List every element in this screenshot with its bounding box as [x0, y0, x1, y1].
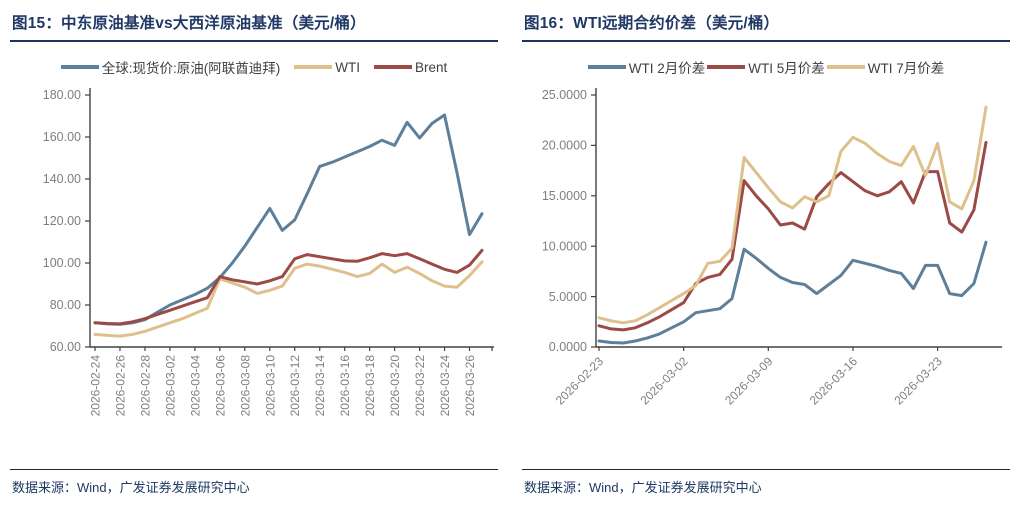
svg-text:2026-03-22: 2026-03-22	[413, 355, 427, 417]
svg-text:2026-03-04: 2026-03-04	[188, 355, 202, 417]
svg-text:2026-03-18: 2026-03-18	[363, 355, 377, 417]
legend-item-wti-7m: WTI 7月价差	[826, 57, 945, 77]
svg-text:160.00: 160.00	[43, 130, 81, 144]
legend-fig16: WTI 2月价差 WTI 5月价差 WTI 7月价差	[522, 57, 1010, 77]
legend-swatch-wti	[294, 65, 333, 69]
svg-text:2026-03-16: 2026-03-16	[338, 355, 352, 417]
legend-item-wti: WTI	[294, 60, 360, 75]
legend-label-brent: Brent	[414, 59, 448, 75]
source-note-fig16: 数据来源：Wind，广发证券发展研究中心	[522, 469, 1010, 498]
source-text: 数据来源：Wind，广发证券发展研究中心	[524, 480, 762, 495]
legend-label-wti: WTI	[335, 59, 360, 75]
svg-text:2026-03-20: 2026-03-20	[388, 355, 402, 417]
svg-text:2026-02-24: 2026-02-24	[89, 355, 103, 417]
legend-label-wti-2m: WTI 2月价差	[628, 61, 706, 76]
svg-text:100.00: 100.00	[43, 256, 81, 270]
svg-text:2026-03-10: 2026-03-10	[263, 355, 277, 417]
svg-text:80.00: 80.00	[50, 298, 81, 312]
legend-swatch-wti-2m	[587, 65, 626, 69]
legend-item-brent: Brent	[373, 59, 448, 75]
svg-text:5.0000: 5.0000	[549, 290, 587, 304]
svg-text:2026-02-23: 2026-02-23	[553, 354, 607, 408]
legend-label-wti-5m: WTI 5月价差	[748, 61, 825, 76]
legend-label-dubai: 全球:现货价:原油(阿联酋迪拜)	[101, 61, 281, 76]
chart-title-fig16: 图16：WTI远期合约价差（美元/桶）	[522, 8, 1010, 42]
svg-text:2026-03-12: 2026-03-12	[288, 355, 302, 417]
legend-swatch-wti-5m	[707, 65, 746, 69]
svg-text:0.0000: 0.0000	[549, 340, 587, 354]
svg-text:2026-03-09: 2026-03-09	[722, 354, 776, 408]
source-text: 数据来源：Wind，广发证券发展研究中心	[12, 480, 250, 495]
svg-text:2026-03-23: 2026-03-23	[891, 354, 945, 408]
svg-text:15.0000: 15.0000	[542, 189, 587, 203]
svg-text:2026-03-06: 2026-03-06	[213, 355, 227, 417]
svg-text:2026-03-02: 2026-03-02	[637, 354, 691, 408]
panel-figure-15: 图15：中东原油基准vs大西洋原油基准（美元/桶） 全球:现货价:原油(阿联酋迪…	[10, 8, 498, 498]
svg-text:180.00: 180.00	[43, 88, 81, 102]
line-chart-wti-spreads: 0.0000 5.0000 10.0000 15.0000 20.0000 25.0000…	[542, 88, 1002, 408]
svg-text:2026-03-24: 2026-03-24	[438, 355, 452, 417]
svg-text:2026-03-26: 2026-03-26	[463, 355, 477, 417]
svg-text:2026-03-14: 2026-03-14	[313, 355, 327, 417]
svg-text:20.0000: 20.0000	[542, 139, 587, 153]
legend-item-wti-5m: WTI 5月价差	[707, 57, 825, 77]
svg-text:25.0000: 25.0000	[542, 88, 587, 102]
legend-swatch-brent	[373, 65, 412, 69]
legend-fig15: 全球:现货价:原油(阿联酋迪拜) WTI Brent	[10, 57, 498, 77]
legend-item-wti-2m: WTI 2月价差	[587, 57, 706, 77]
svg-text:2026-02-26: 2026-02-26	[113, 355, 127, 417]
legend-swatch-dubai	[60, 65, 99, 69]
svg-text:120.00: 120.00	[43, 214, 81, 228]
svg-text:2026-03-08: 2026-03-08	[238, 355, 252, 417]
svg-text:2026-03-02: 2026-03-02	[163, 355, 177, 417]
svg-text:2026-02-28: 2026-02-28	[138, 355, 152, 417]
legend-swatch-wti-7m	[826, 65, 865, 69]
svg-text:60.00: 60.00	[50, 340, 81, 354]
line-chart-crude-benchmarks: 60.00 80.00 100.00 120.00 140.00 160.00 180.00…	[43, 88, 494, 417]
panel-figure-16: 图16：WTI远期合约价差（美元/桶） WTI 2月价差 WTI 5月价差 WT…	[512, 0, 1024, 508]
legend-item-dubai: 全球:现货价:原油(阿联酋迪拜)	[60, 57, 281, 77]
svg-text:140.00: 140.00	[43, 172, 81, 186]
svg-text:2026-03-16: 2026-03-16	[807, 354, 861, 408]
chart-title-fig15: 图15：中东原油基准vs大西洋原油基准（美元/桶）	[10, 8, 498, 42]
source-note-fig15: 数据来源：Wind，广发证券发展研究中心	[10, 469, 498, 498]
legend-label-wti-7m: WTI 7月价差	[867, 61, 945, 76]
svg-text:10.0000: 10.0000	[542, 239, 587, 253]
